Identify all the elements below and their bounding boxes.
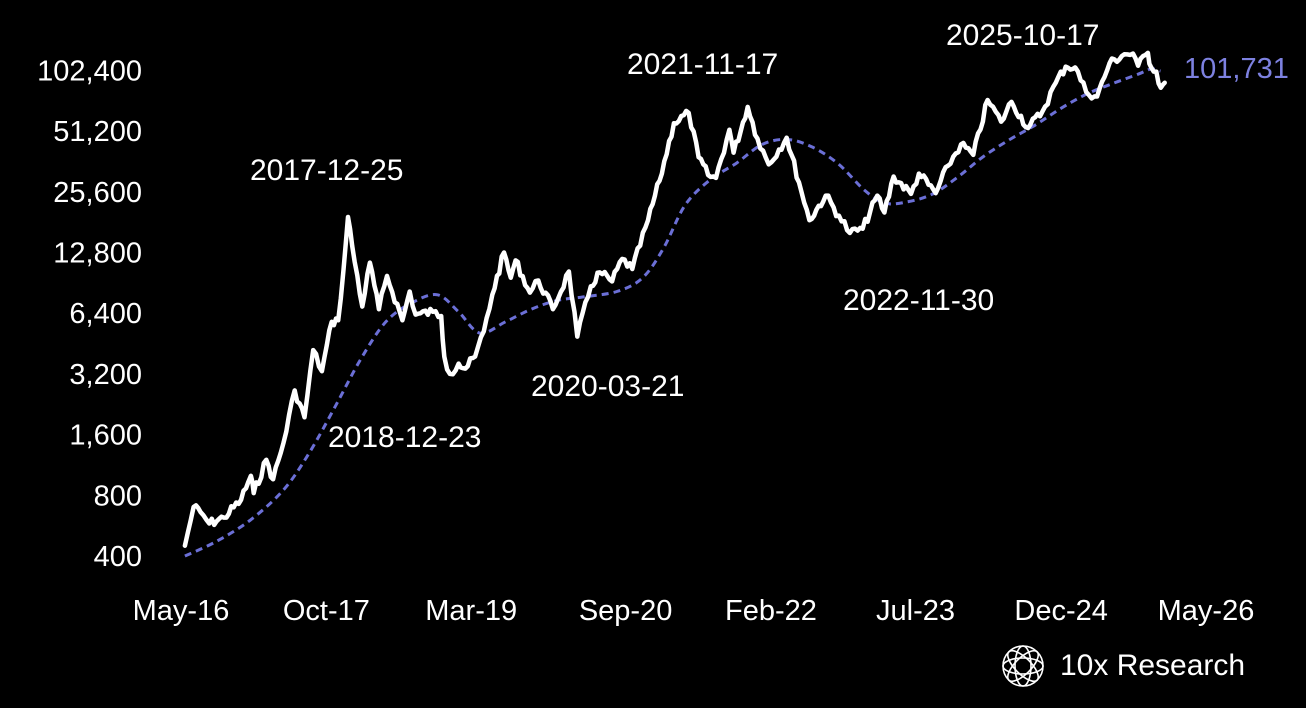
y-tick-label: 12,800 (53, 238, 142, 270)
y-axis-ticks: 400 800 1,600 3,200 6,400 12,800 25,600 51,200 1… (37, 55, 142, 573)
x-tick-label: Mar-19 (425, 595, 517, 627)
x-tick-label: Jul-23 (876, 595, 955, 627)
x-tick-label: Oct-17 (283, 595, 370, 627)
annotation-peak-2021: 2021-11-17 (627, 48, 778, 81)
y-tick-label: 800 (94, 480, 142, 512)
sphere-logo-icon (1002, 645, 1044, 687)
brand-name: 10x Research (1060, 649, 1246, 682)
x-tick-label: Sep-20 (579, 595, 673, 627)
annotation-peak-2025: 2025-10-17 (946, 19, 1099, 52)
x-tick-label: May-26 (1158, 595, 1255, 627)
date-annotations: 2017-12-25 2018-12-23 2020-03-21 2021-11… (250, 19, 1099, 454)
x-tick-label: Dec-24 (1014, 595, 1108, 627)
moving-average-end-label: 101,731 (1184, 53, 1289, 85)
annotation-trough-2022: 2022-11-30 (843, 284, 994, 317)
price-line (182, 50, 1167, 548)
y-tick-label: 102,400 (37, 55, 142, 87)
moving-average-line (184, 67, 1161, 558)
brand: 10x Research (1000, 642, 1245, 690)
y-tick-label: 25,600 (53, 177, 142, 209)
y-tick-label: 51,200 (53, 116, 142, 148)
x-tick-label: May-16 (133, 595, 230, 627)
annotation-trough-2018: 2018-12-23 (328, 421, 481, 454)
annotation-trough-2020: 2020-03-21 (531, 370, 684, 403)
y-tick-label: 400 (94, 541, 142, 573)
y-tick-label: 6,400 (69, 298, 142, 330)
y-tick-label: 1,600 (69, 420, 142, 452)
x-axis-ticks: May-16 Oct-17 Mar-19 Sep-20 Feb-22 Jul-23 Dec-… (133, 595, 1255, 627)
annotation-peak-2017: 2017-12-25 (250, 154, 403, 187)
y-tick-label: 3,200 (69, 359, 142, 391)
x-tick-label: Feb-22 (725, 595, 817, 627)
